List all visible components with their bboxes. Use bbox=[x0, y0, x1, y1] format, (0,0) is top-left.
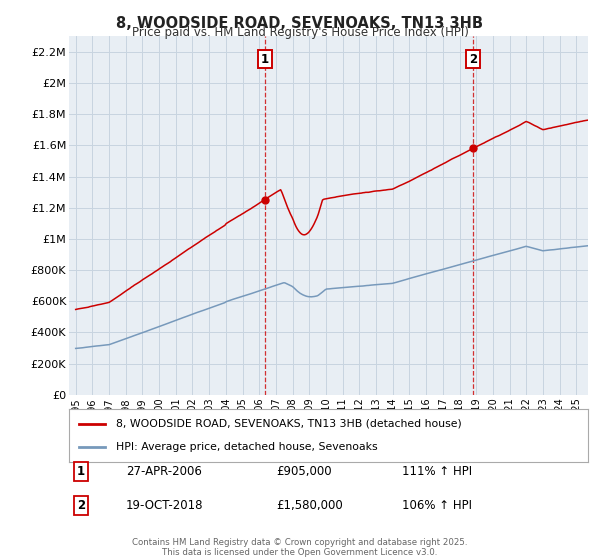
Text: 8, WOODSIDE ROAD, SEVENOAKS, TN13 3HB (detached house): 8, WOODSIDE ROAD, SEVENOAKS, TN13 3HB (d… bbox=[116, 419, 461, 429]
Text: Price paid vs. HM Land Registry's House Price Index (HPI): Price paid vs. HM Land Registry's House … bbox=[131, 26, 469, 39]
Text: 27-APR-2006: 27-APR-2006 bbox=[126, 465, 202, 478]
Text: 19-OCT-2018: 19-OCT-2018 bbox=[126, 499, 203, 512]
Text: HPI: Average price, detached house, Sevenoaks: HPI: Average price, detached house, Seve… bbox=[116, 442, 377, 452]
Text: 111% ↑ HPI: 111% ↑ HPI bbox=[402, 465, 472, 478]
Text: 8, WOODSIDE ROAD, SEVENOAKS, TN13 3HB: 8, WOODSIDE ROAD, SEVENOAKS, TN13 3HB bbox=[116, 16, 484, 31]
Text: 106% ↑ HPI: 106% ↑ HPI bbox=[402, 499, 472, 512]
Text: 1: 1 bbox=[260, 53, 269, 66]
Text: 2: 2 bbox=[77, 499, 85, 512]
Text: 2: 2 bbox=[469, 53, 477, 66]
Text: 1: 1 bbox=[77, 465, 85, 478]
Text: £905,000: £905,000 bbox=[276, 465, 332, 478]
Text: £1,580,000: £1,580,000 bbox=[276, 499, 343, 512]
Text: Contains HM Land Registry data © Crown copyright and database right 2025.
This d: Contains HM Land Registry data © Crown c… bbox=[132, 538, 468, 557]
